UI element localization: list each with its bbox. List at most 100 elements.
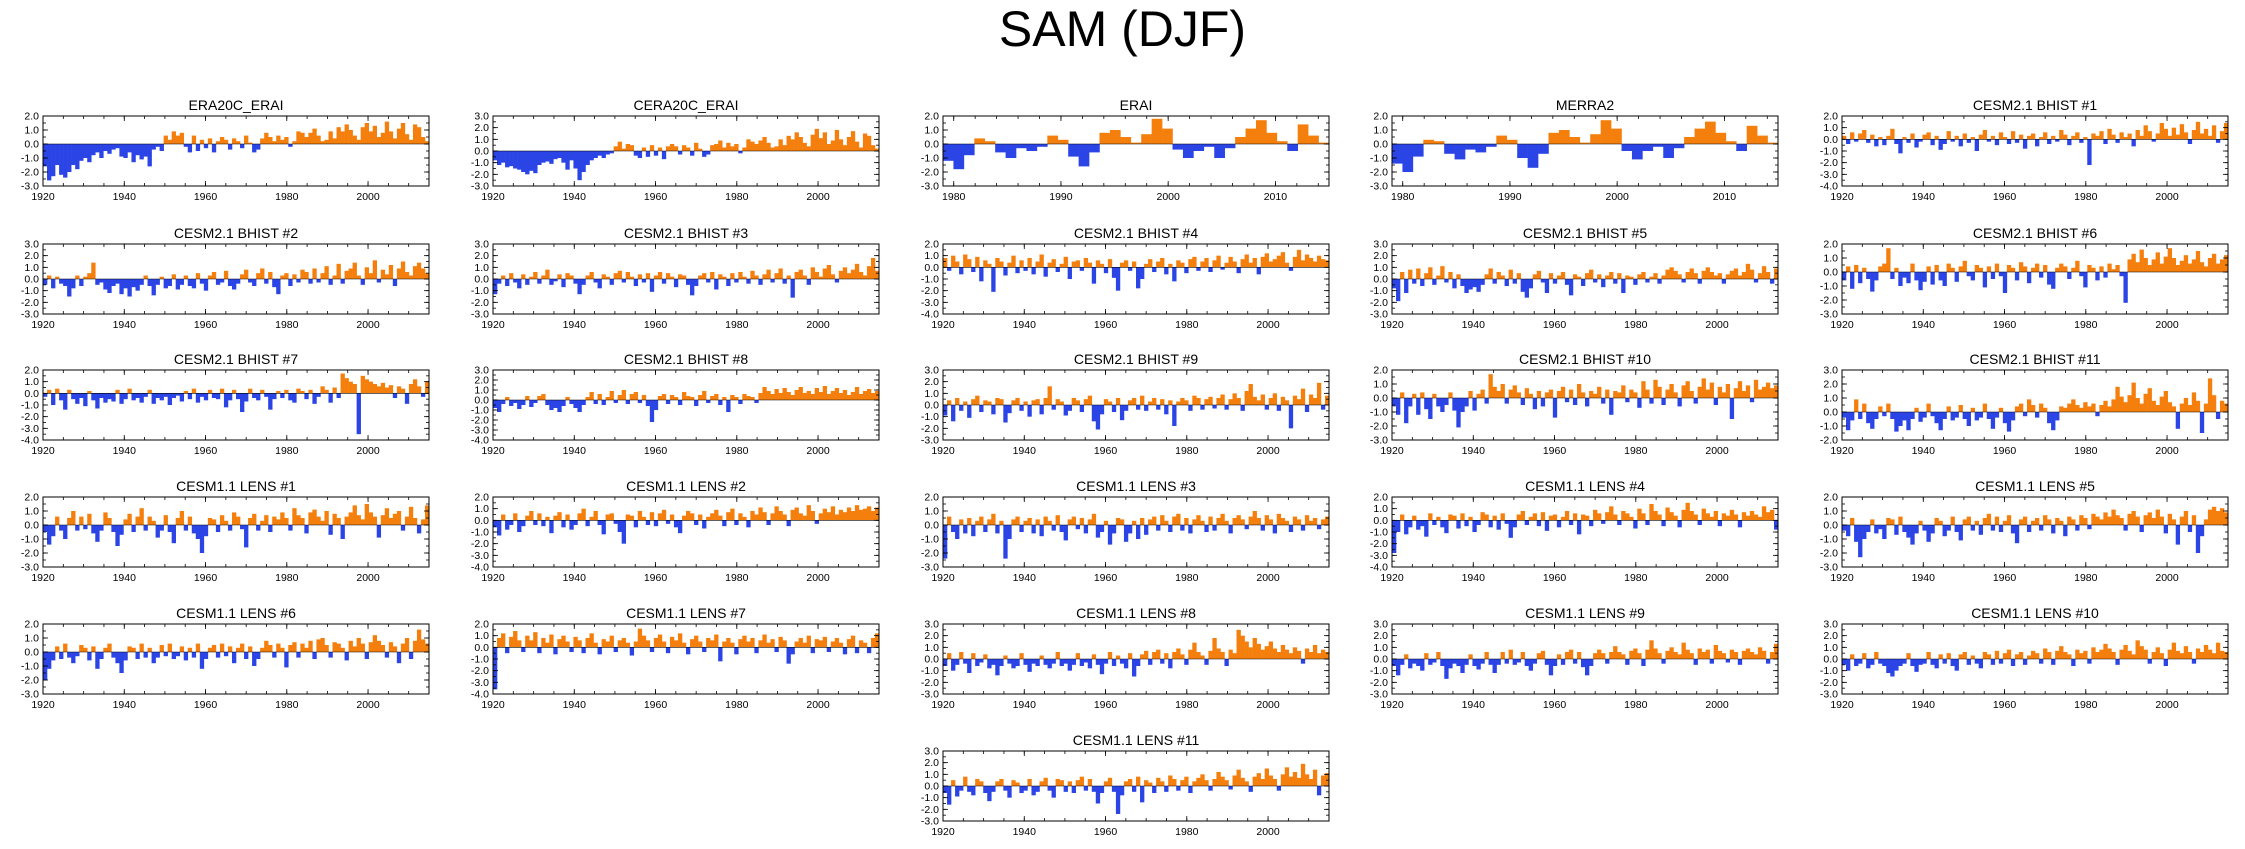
series-area xyxy=(943,382,1330,430)
negative-segment xyxy=(288,144,293,147)
positive-segment xyxy=(979,781,984,786)
negative-segment xyxy=(1906,412,1911,431)
negative-segment xyxy=(637,151,643,158)
positive-segment xyxy=(1741,272,1747,279)
negative-segment xyxy=(199,652,205,669)
positive-segment xyxy=(368,381,374,394)
negative-segment xyxy=(1071,786,1076,793)
positive-segment xyxy=(312,268,317,279)
positive-segment xyxy=(183,275,189,279)
negative-segment xyxy=(1858,412,1863,419)
positive-segment xyxy=(1862,403,1867,412)
y-tick-label: 2.0 xyxy=(924,239,939,251)
positive-segment xyxy=(798,137,803,151)
positive-segment xyxy=(2135,130,2140,140)
positive-segment xyxy=(1484,514,1489,521)
negative-segment xyxy=(1095,659,1101,665)
x-tick-label: 1960 xyxy=(644,572,668,584)
positive-segment xyxy=(1761,266,1767,279)
negative-segment xyxy=(597,647,602,655)
positive-segment xyxy=(2026,135,2032,140)
y-tick-label: 1.0 xyxy=(1373,503,1388,515)
positive-segment xyxy=(2127,513,2132,525)
positive-segment xyxy=(1240,635,1245,659)
negative-segment xyxy=(1954,525,1959,532)
positive-segment xyxy=(782,388,787,400)
positive-segment xyxy=(1266,132,1278,144)
x-tick-label: 1960 xyxy=(1993,319,2017,331)
positive-segment xyxy=(264,640,269,652)
negative-segment xyxy=(1894,412,1899,432)
positive-segment xyxy=(565,397,570,400)
positive-segment xyxy=(1196,515,1201,525)
negative-segment xyxy=(252,393,257,398)
negative-segment xyxy=(2115,139,2120,143)
positive-segment xyxy=(1589,269,1594,279)
negative-segment xyxy=(356,393,361,435)
x-tick-label: 1980 xyxy=(1175,572,1199,584)
negative-segment xyxy=(63,144,68,178)
negative-segment xyxy=(1874,412,1879,419)
x-tick-label: 1980 xyxy=(725,191,749,203)
positive-segment xyxy=(2059,406,2064,412)
negative-segment xyxy=(975,659,980,666)
x-tick-label: 2000 xyxy=(806,572,830,584)
positive-segment xyxy=(1910,263,1915,272)
negative-segment xyxy=(1119,405,1125,421)
positive-segment xyxy=(1886,403,1891,412)
y-tick-label: -3.0 xyxy=(921,435,939,447)
positive-segment xyxy=(1428,513,1433,521)
y-tick-label: 1.0 xyxy=(1373,379,1388,391)
positive-segment xyxy=(324,645,329,652)
positive-segment xyxy=(2091,133,2096,140)
positive-segment xyxy=(858,509,864,521)
positive-segment xyxy=(1733,514,1739,521)
positive-segment xyxy=(1272,259,1278,268)
negative-segment xyxy=(155,525,160,538)
x-tick-label: 1960 xyxy=(1543,445,1567,457)
panel-16: CESM1.1 LENS #12.01.00.0-1.0-2.0-3.01920… xyxy=(21,478,430,584)
y-tick-label: -3.0 xyxy=(1370,550,1388,562)
negative-segment xyxy=(1524,279,1530,298)
positive-segment xyxy=(2223,123,2229,140)
negative-segment xyxy=(2014,525,2020,544)
positive-segment xyxy=(127,388,132,394)
negative-segment xyxy=(1464,398,1469,407)
positive-segment xyxy=(332,642,337,652)
positive-segment xyxy=(1428,267,1433,279)
negative-segment xyxy=(75,144,80,170)
negative-segment xyxy=(143,393,148,397)
negative-segment xyxy=(67,279,72,297)
x-tick-label: 2000 xyxy=(1256,445,1280,457)
positive-segment xyxy=(1946,263,1951,272)
positive-segment xyxy=(858,394,864,400)
positive-segment xyxy=(2067,654,2072,659)
negative-segment xyxy=(111,279,116,286)
positive-segment xyxy=(786,275,791,279)
positive-segment xyxy=(790,139,795,151)
x-tick-label: 1920 xyxy=(31,319,55,331)
series-area xyxy=(493,258,880,298)
x-tick-label: 2010 xyxy=(1713,191,1737,203)
positive-segment xyxy=(1075,653,1081,659)
negative-segment xyxy=(782,279,787,284)
positive-segment xyxy=(726,512,731,521)
positive-segment xyxy=(1661,275,1666,279)
positive-segment xyxy=(1087,519,1093,525)
negative-segment xyxy=(1998,525,2004,532)
positive-segment xyxy=(1292,256,1298,268)
positive-segment xyxy=(171,274,176,279)
positive-segment xyxy=(2026,399,2032,412)
y-tick-label: 3.0 xyxy=(924,365,939,377)
positive-segment xyxy=(947,400,952,405)
positive-segment xyxy=(376,137,382,144)
positive-segment xyxy=(1516,514,1521,521)
positive-segment xyxy=(525,515,530,521)
x-tick-label: 1980 xyxy=(1391,191,1415,203)
positive-segment xyxy=(1645,649,1650,659)
x-tick-label: 1960 xyxy=(644,445,668,457)
positive-segment xyxy=(1144,780,1149,786)
positive-segment xyxy=(344,516,349,525)
positive-segment xyxy=(1148,401,1153,405)
positive-segment xyxy=(1284,520,1290,525)
